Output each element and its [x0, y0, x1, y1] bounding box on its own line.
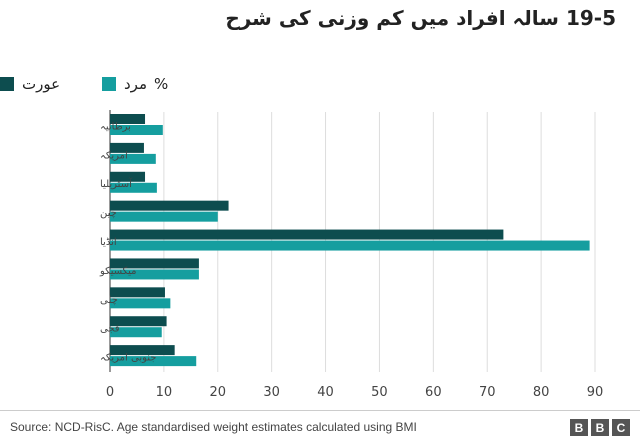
legend: عورت مرد: [0, 74, 640, 94]
bbc-logo-letter: B: [591, 419, 609, 436]
bar: [110, 356, 197, 367]
x-tick-label: 80: [533, 385, 550, 400]
category-label: جنوبی امریکہ: [100, 353, 156, 364]
bbc-logo-letter: B: [570, 419, 588, 436]
legend-item-women: عورت: [0, 74, 60, 94]
x-tick-label: 50: [371, 385, 388, 400]
bar: [110, 240, 590, 251]
bar: [110, 269, 199, 280]
bar: [110, 182, 157, 193]
legend-label-men: مرد: [124, 75, 147, 93]
bbc-logo-letter: C: [612, 419, 630, 436]
bar: [110, 287, 165, 298]
bbc-logo: B B C: [570, 419, 630, 436]
x-tick-label: 0: [106, 385, 114, 400]
legend-swatch-women: [0, 77, 14, 91]
bar-chart: 0 10 20 30 40 50 60 70 80 90 برطانیہ امریکہ آسٹریلیا…: [99, 110, 604, 400]
unit-label: %: [154, 75, 169, 93]
category-label: امریکہ: [100, 150, 128, 161]
x-tick-label: 60: [425, 385, 442, 400]
bar: [110, 229, 504, 240]
bar: [110, 114, 146, 124]
bar: [110, 327, 162, 338]
category-label: چلی: [100, 295, 118, 306]
source-text: Source: NCD-RisC. Age standardised weigh…: [10, 420, 417, 434]
footer: Source: NCD-RisC. Age standardised weigh…: [0, 410, 640, 442]
bar: [110, 345, 175, 356]
category-label: آسٹریلیا: [100, 177, 133, 190]
bar: [110, 211, 218, 222]
bar: [110, 153, 156, 164]
x-tick-label: 20: [210, 385, 227, 400]
category-label: انڈیا: [100, 237, 117, 248]
legend-item-men: مرد: [102, 74, 147, 94]
category-label: برطانیہ: [100, 121, 131, 132]
x-tick-label: 10: [156, 385, 173, 400]
bar: [110, 258, 199, 269]
category-label: فجی: [100, 324, 120, 335]
x-tick-label: 30: [263, 385, 280, 400]
category-label: چین: [100, 208, 117, 219]
bar: [110, 298, 171, 309]
category-label: میکسیکو: [99, 266, 137, 277]
x-tick-label: 70: [479, 385, 496, 400]
legend-label-women: عورت: [22, 75, 61, 93]
bar: [110, 316, 167, 327]
bar: [110, 142, 144, 153]
bar: [110, 171, 146, 182]
x-tick-label: 90: [587, 385, 604, 400]
x-tick-label: 40: [317, 385, 334, 400]
bar: [110, 125, 163, 135]
chart-title: 19-5 سالہ افراد میں کم وزنی کی شرح: [225, 6, 616, 30]
legend-swatch-men: [102, 77, 116, 91]
bar: [110, 200, 229, 211]
